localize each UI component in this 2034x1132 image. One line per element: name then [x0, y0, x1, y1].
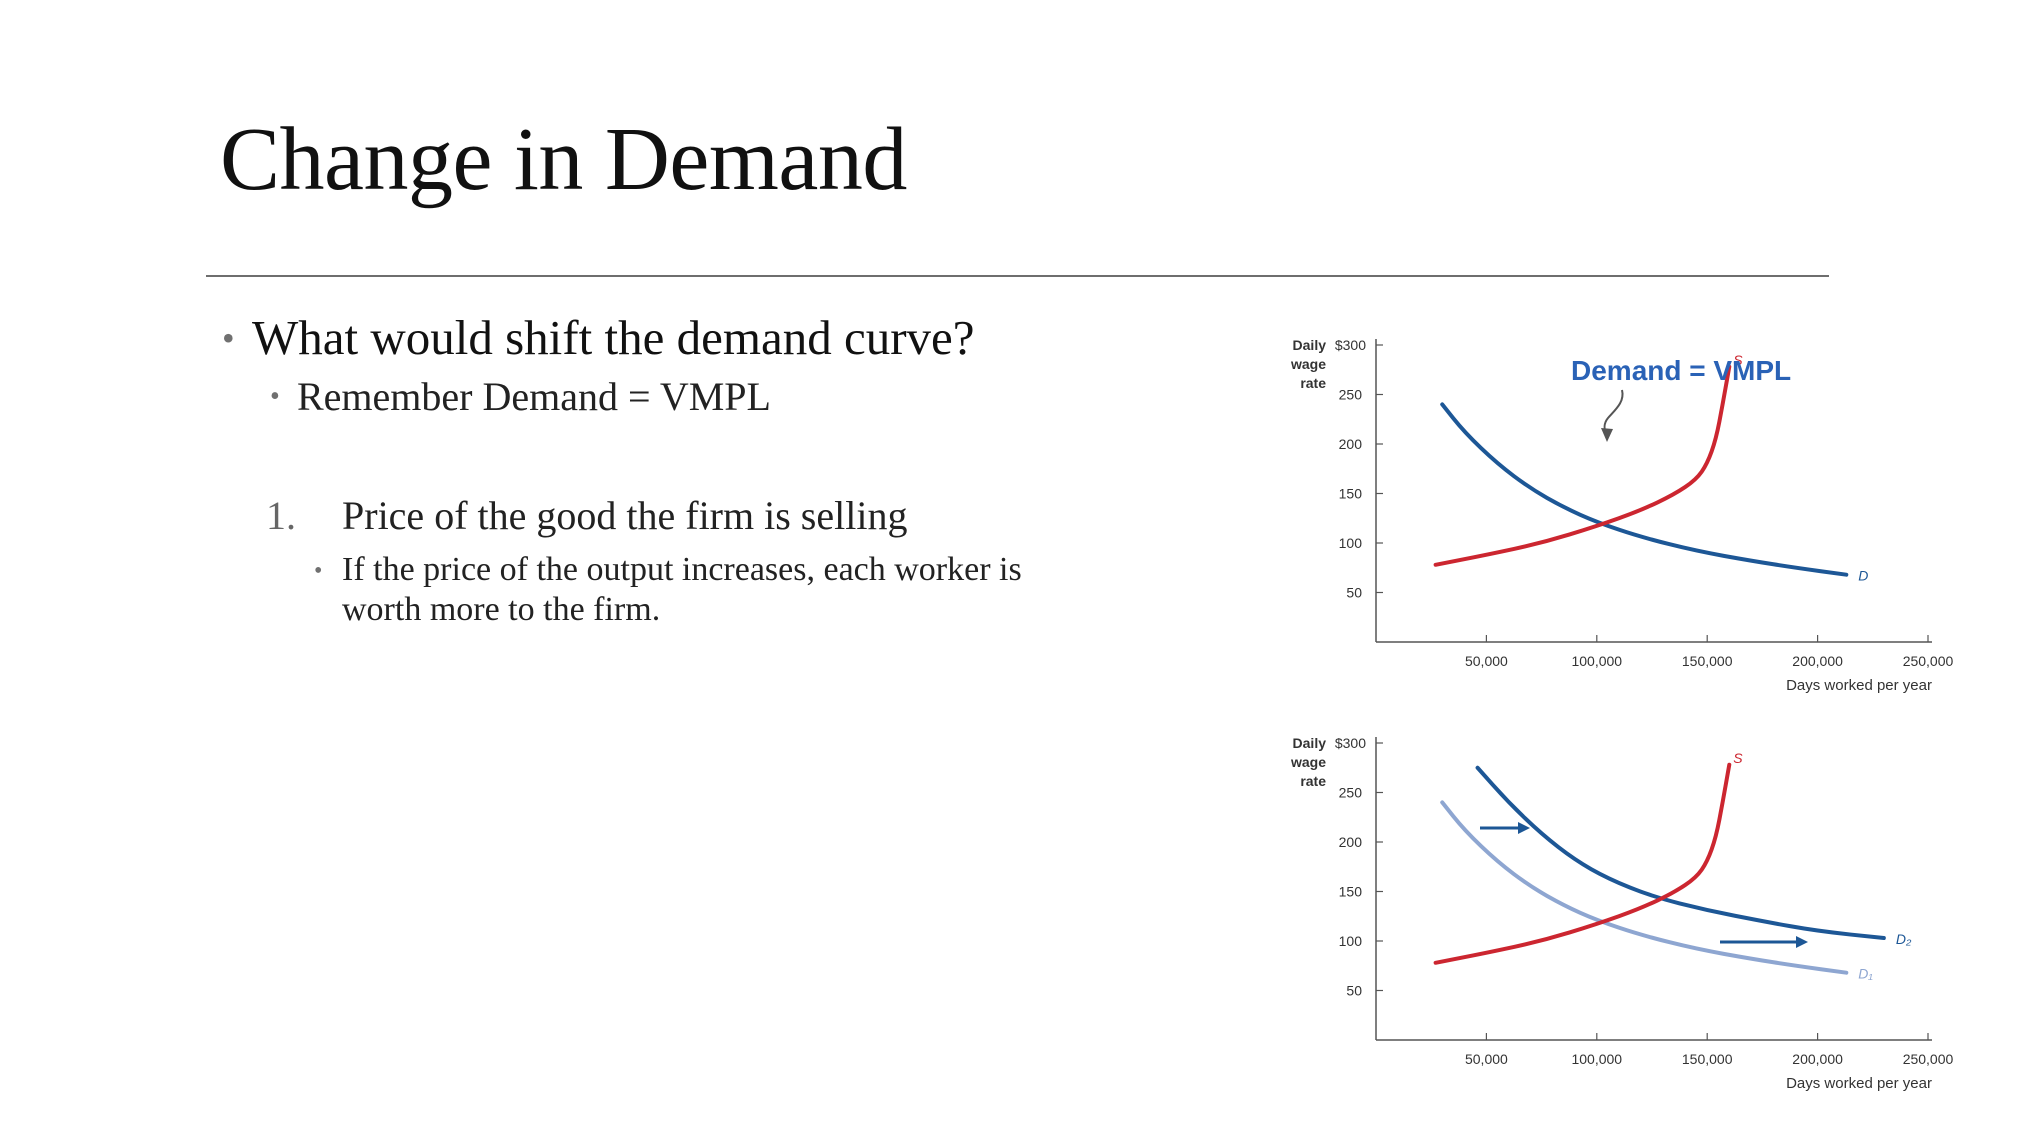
- x-tick-label: 150,000: [1682, 1051, 1733, 1067]
- bullet-dot: •: [314, 558, 323, 584]
- labor-market-chart-demand: 50 100 150 200 250 $300 Daily wage rate 50,000 100…: [1290, 337, 1954, 694]
- y-tick-label: 50: [1346, 585, 1362, 601]
- vmpl-annotation: Demand = VMPL: [1571, 355, 1791, 386]
- bullet-sub-text: Remember Demand = VMPL: [297, 374, 771, 419]
- y-axis-label: Daily: [1293, 735, 1327, 751]
- y-axis-label: Daily: [1293, 337, 1327, 353]
- annotation-arrowhead: [1601, 428, 1613, 442]
- y-tick-label: 200: [1339, 436, 1363, 452]
- y-axis-label: wage: [1290, 754, 1326, 770]
- demand-curve: [1475, 765, 1886, 941]
- demand-label: D₂: [1896, 931, 1912, 947]
- y-axis-label: rate: [1300, 375, 1326, 391]
- demand-curve: [1440, 402, 1849, 577]
- y-axis-label: wage: [1290, 356, 1326, 372]
- slide-title: Change in Demand: [220, 110, 907, 209]
- y-tick-label: 100: [1339, 535, 1363, 551]
- y-tick-label: 150: [1339, 884, 1363, 900]
- y-tick-label: 50: [1346, 983, 1362, 999]
- supply-curve: [1433, 762, 1732, 965]
- numbered-index: 1.: [266, 493, 296, 538]
- supply-curve: [1433, 364, 1732, 567]
- x-tick-label: 150,000: [1682, 653, 1733, 669]
- x-tick-label: 100,000: [1571, 653, 1622, 669]
- x-tick-label: 100,000: [1571, 1051, 1622, 1067]
- demand-label: D: [1858, 568, 1868, 584]
- x-tick-label: 250,000: [1903, 1051, 1954, 1067]
- x-tick-label: 50,000: [1465, 1051, 1508, 1067]
- y-tick-label: 100: [1339, 933, 1363, 949]
- x-axis-label: Days worked per year: [1786, 677, 1932, 694]
- demand-curve: [1440, 800, 1849, 975]
- bullet-main-text: What would shift the demand curve?: [252, 310, 975, 365]
- bullet-dot: •: [270, 381, 280, 412]
- labor-market-chart-demand-shift: 50 100 150 200 250 $300 Daily wage rate 50,000 100…: [1290, 735, 1954, 1092]
- y-tick-label: 250: [1339, 785, 1363, 801]
- bullet-dot: •: [222, 318, 235, 358]
- x-tick-label: 200,000: [1792, 653, 1843, 669]
- numbered-item-text: Price of the good the firm is selling: [342, 493, 908, 538]
- shift-arrowhead: [1796, 936, 1808, 948]
- y-tick-label: $300: [1335, 337, 1366, 353]
- shift-arrowhead: [1518, 822, 1530, 834]
- x-tick-label: 250,000: [1903, 653, 1954, 669]
- x-tick-label: 50,000: [1465, 653, 1508, 669]
- demand-label: D₁: [1858, 966, 1873, 982]
- y-axis-label: rate: [1300, 773, 1326, 789]
- x-tick-label: 200,000: [1792, 1051, 1843, 1067]
- y-tick-label: 150: [1339, 486, 1363, 502]
- y-tick-label: 200: [1339, 834, 1363, 850]
- y-tick-label: 250: [1339, 387, 1363, 403]
- x-axis-label: Days worked per year: [1786, 1075, 1932, 1092]
- supply-label: S: [1733, 750, 1743, 766]
- bullet-detail-text: If the price of the output increases, ea…: [342, 551, 1022, 628]
- supply-label: S: [1733, 352, 1743, 368]
- y-tick-label: $300: [1335, 735, 1366, 751]
- title-divider: [206, 275, 1829, 277]
